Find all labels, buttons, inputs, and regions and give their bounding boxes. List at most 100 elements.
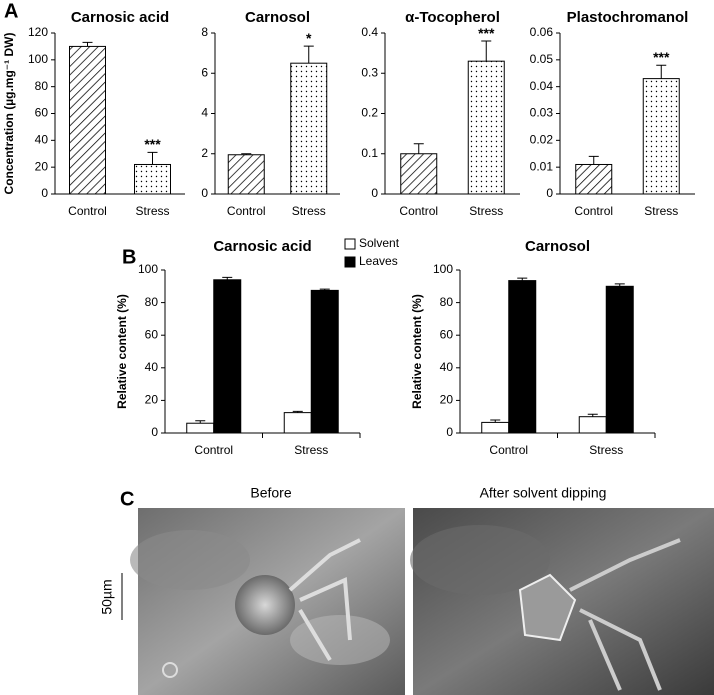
bar <box>400 153 438 195</box>
bar <box>69 45 106 195</box>
error-bar <box>614 283 625 287</box>
chart-title: Carnosic acid <box>213 238 311 255</box>
error-bar <box>241 153 252 155</box>
scale-bar-label: 50µm <box>99 579 115 614</box>
bar <box>227 154 265 195</box>
y-tick-label: 60 <box>35 106 49 120</box>
error-bar <box>517 277 528 281</box>
bar <box>642 78 680 195</box>
y-tick-label: 60 <box>145 327 159 341</box>
error-bar <box>303 45 314 64</box>
y-tick-label: 100 <box>433 262 453 276</box>
y-tick-label: 0.1 <box>361 146 378 160</box>
bar <box>213 279 242 434</box>
bar <box>134 163 171 195</box>
y-tick-label: 6 <box>201 65 208 79</box>
error-bar <box>587 413 598 417</box>
image-title: Before <box>250 485 291 501</box>
x-tick-label: Control <box>489 443 528 457</box>
chart-title: α-Tocopherol <box>405 9 500 26</box>
y-tick-label: 0.06 <box>530 25 554 39</box>
y-tick-label: 0 <box>446 425 453 439</box>
y-tick-label: 4 <box>201 106 208 120</box>
error-bar <box>481 40 492 62</box>
chart-title: Plastochromanol <box>567 9 689 26</box>
panel-label: B <box>122 246 136 268</box>
y-tick-label: 80 <box>145 295 159 309</box>
y-tick-label: 0 <box>201 186 208 200</box>
x-tick-label: Stress <box>469 204 503 218</box>
significance-label: *** <box>144 136 161 152</box>
error-bar <box>147 151 158 165</box>
y-tick-label: 100 <box>28 52 48 66</box>
micrograph <box>130 508 405 695</box>
legend-label: Solvent <box>359 236 400 250</box>
error-bar <box>588 155 599 165</box>
x-tick-label: Stress <box>292 204 326 218</box>
bar <box>186 422 215 434</box>
y-axis-label: Relative content (%) <box>115 294 129 409</box>
y-tick-label: 120 <box>28 25 48 39</box>
error-bar <box>292 410 303 413</box>
panel-label: C <box>120 488 134 510</box>
bar <box>508 280 537 434</box>
y-axis-label: Concentration (µg.mg⁻¹ DW) <box>2 33 16 195</box>
y-tick-label: 0 <box>371 186 378 200</box>
y-tick-label: 20 <box>145 393 159 407</box>
error-bar <box>195 420 206 424</box>
legend-swatch <box>344 238 356 250</box>
x-tick-label: Control <box>227 204 266 218</box>
bar <box>578 416 607 434</box>
y-tick-label: 0.02 <box>530 133 554 147</box>
bar <box>467 60 505 195</box>
y-tick-label: 100 <box>138 262 158 276</box>
bar <box>575 163 613 195</box>
y-tick-label: 0 <box>151 425 158 439</box>
y-tick-label: 0.01 <box>530 159 554 173</box>
y-tick-label: 80 <box>35 79 49 93</box>
error-bar <box>490 419 501 423</box>
y-tick-label: 8 <box>201 25 208 39</box>
chart-title: Carnosol <box>245 9 310 26</box>
x-tick-label: Control <box>399 204 438 218</box>
bar <box>283 412 312 434</box>
y-tick-label: 0.04 <box>530 79 554 93</box>
bar <box>310 289 339 434</box>
panel-label: A <box>4 0 18 22</box>
significance-label: *** <box>478 25 495 41</box>
image-title: After solvent dipping <box>480 485 607 501</box>
y-tick-label: 40 <box>35 133 49 147</box>
y-axis-label: Relative content (%) <box>410 294 424 409</box>
bar <box>290 62 328 195</box>
x-tick-label: Stress <box>294 443 328 457</box>
x-tick-label: Stress <box>644 204 678 218</box>
y-tick-label: 40 <box>145 360 159 374</box>
error-bar <box>222 276 233 280</box>
bar <box>605 285 634 434</box>
y-tick-label: 60 <box>440 327 454 341</box>
y-tick-label: 0.05 <box>530 52 554 66</box>
y-tick-label: 2 <box>201 146 208 160</box>
y-tick-label: 0.2 <box>361 106 378 120</box>
x-tick-label: Control <box>574 204 613 218</box>
y-tick-label: 80 <box>440 295 454 309</box>
x-tick-label: Stress <box>135 204 169 218</box>
chart-title: Carnosic acid <box>71 9 169 26</box>
y-tick-label: 0.03 <box>530 106 554 120</box>
legend-swatch <box>344 256 356 268</box>
y-tick-label: 0.4 <box>361 25 378 39</box>
error-bar <box>319 288 330 291</box>
x-tick-label: Control <box>194 443 233 457</box>
y-tick-label: 20 <box>440 393 454 407</box>
x-tick-label: Stress <box>589 443 623 457</box>
micrograph <box>410 508 714 695</box>
y-tick-label: 0 <box>41 186 48 200</box>
y-tick-label: 20 <box>35 159 49 173</box>
error-bar <box>656 64 667 79</box>
chart-title: Carnosol <box>525 238 590 255</box>
y-tick-label: 0 <box>546 186 553 200</box>
y-tick-label: 0.3 <box>361 65 378 79</box>
error-bar <box>82 41 93 47</box>
error-bar <box>413 143 424 154</box>
